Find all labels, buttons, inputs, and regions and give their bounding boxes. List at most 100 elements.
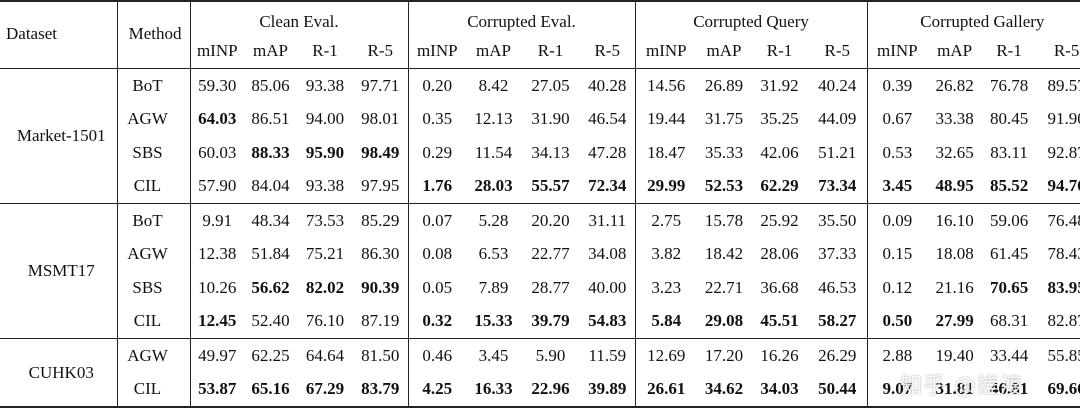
value-cell: 97.71 [353,68,409,103]
metric-header: R-5 [353,34,409,69]
table-row: CIL 53.87 65.16 67.29 83.79 4.25 16.33 22.96 39.… [0,372,1080,407]
value-cell: 22.96 [531,379,570,399]
value-cell: 44.09 [808,102,868,136]
value-cell: 37.33 [808,237,868,271]
value-cell: 51.21 [808,136,868,170]
value-cell: 40.28 [580,68,636,103]
value-cell: 29.08 [697,304,752,339]
value-cell: 2.75 [651,210,682,230]
value-cell: 82.02 [305,277,345,297]
value-cell: 18.08 [935,244,974,264]
value-cell: 64.03 [198,109,237,129]
value-cell: 58.27 [808,304,868,339]
value-cell: 3.45 [867,169,928,204]
value-cell: 54.83 [580,304,636,339]
value-cell: 12.45 [190,304,244,339]
value-cell: 50.44 [808,372,868,407]
value-cell: 73.53 [305,210,345,230]
value-cell: 61.45 [989,244,1029,264]
value-cell: 12.38 [198,244,237,264]
value-cell: 9.91 [202,210,233,230]
table-row: AGW 12.38 51.84 75.21 86.30 0.08 6.53 22.77 34.0… [0,237,1080,271]
value-cell: 29.99 [635,169,698,204]
value-cell: 86.51 [251,109,290,129]
value-cell: 32.65 [935,142,974,162]
value-cell: 1.76 [408,169,466,204]
value-cell: 15.33 [466,304,521,339]
metric-header: R-1 [521,34,580,69]
value-cell: 82.87 [1036,304,1080,339]
method-cell: AGW [117,102,191,136]
value-cell: 62.25 [251,345,290,365]
metric-header: R-5 [580,34,636,69]
method-cell: BoT [117,203,191,238]
value-cell: 94.00 [305,109,345,129]
value-cell: 0.39 [882,75,913,95]
value-cell: 12.69 [647,345,686,365]
value-cell: 46.81 [989,379,1029,399]
value-cell: 76.10 [297,304,353,339]
group-header-corrupted-query: Corrupted Query [635,0,868,34]
value-cell: 16.33 [474,379,513,399]
value-cell: 36.68 [760,277,799,297]
value-cell: 64.64 [305,345,345,365]
value-cell: 9.07 [882,379,913,399]
value-cell: 4.25 [422,379,453,399]
value-cell: 27.05 [531,75,570,95]
value-cell: 27.99 [927,304,983,339]
value-cell: 81.50 [353,338,409,373]
value-cell: 3.23 [651,277,682,297]
value-cell: 0.15 [882,244,913,264]
value-cell: 26.61 [647,379,686,399]
dataset-cell: MSMT17 [0,203,118,339]
value-cell: 33.44 [989,345,1029,365]
value-cell: 5.90 [535,345,566,365]
metric-header: R-1 [751,34,809,69]
value-cell: 83.95 [1047,277,1080,297]
method-cell: AGW [117,338,191,373]
value-cell: 0.32 [408,304,466,339]
value-cell: 65.16 [251,379,290,399]
value-cell: 0.53 [882,142,913,162]
table-row: CIL 12.45 52.40 76.10 87.19 0.32 15.33 39.79 54.… [0,304,1080,339]
value-cell: 76.48 [1047,210,1080,230]
table-row: CUHK03 AGW 49.97 62.25 64.64 81.50 0.46 3.45 5.9… [0,338,1080,408]
value-cell: 26.29 [808,338,868,373]
value-cell: 18.42 [704,244,744,264]
value-cell: 10.26 [198,277,237,297]
value-cell: 6.53 [478,244,509,264]
value-cell: 59.30 [198,75,237,95]
value-cell: 17.20 [704,345,744,365]
value-cell: 78.43 [1047,244,1080,264]
value-cell: 31.92 [760,75,799,95]
value-cell: 55.85 [1047,345,1080,365]
header-row-metrics: mINP mAP R-1 R-5 mINP mAP R-1 R-5 mINP mAP R-1 R-5 m… [0,34,1080,69]
value-cell: 25.92 [760,210,799,230]
value-cell: 98.49 [353,136,409,170]
header-row-groups: Dataset Method Clean Eval. Corrupted Eva… [0,0,1080,69]
value-cell: 21.16 [935,277,974,297]
value-cell: 5.84 [635,304,698,339]
value-cell: 20.20 [531,210,570,230]
metric-header: R-5 [1036,34,1080,69]
value-cell: 39.79 [521,304,580,339]
value-cell: 26.89 [704,75,744,95]
value-cell: 31.11 [580,203,636,238]
value-cell: 7.89 [478,277,509,297]
value-cell: 60.03 [198,142,237,162]
value-cell: 15.78 [704,210,744,230]
value-cell: 53.87 [198,379,237,399]
metric-header: R-5 [808,34,868,69]
value-cell: 31.75 [704,109,744,129]
value-cell: 34.03 [760,379,799,399]
value-cell: 83.11 [990,142,1028,162]
method-cell: CIL [117,372,191,407]
value-cell: 85.52 [982,169,1037,204]
value-cell: 55.57 [521,169,580,204]
value-cell: 57.90 [190,169,244,204]
method-cell: BoT [117,68,191,103]
metric-header: mAP [466,34,521,69]
dataset-cell: Market-1501 [0,68,118,204]
value-cell: 69.66 [1047,379,1080,399]
value-cell: 40.00 [580,271,636,305]
